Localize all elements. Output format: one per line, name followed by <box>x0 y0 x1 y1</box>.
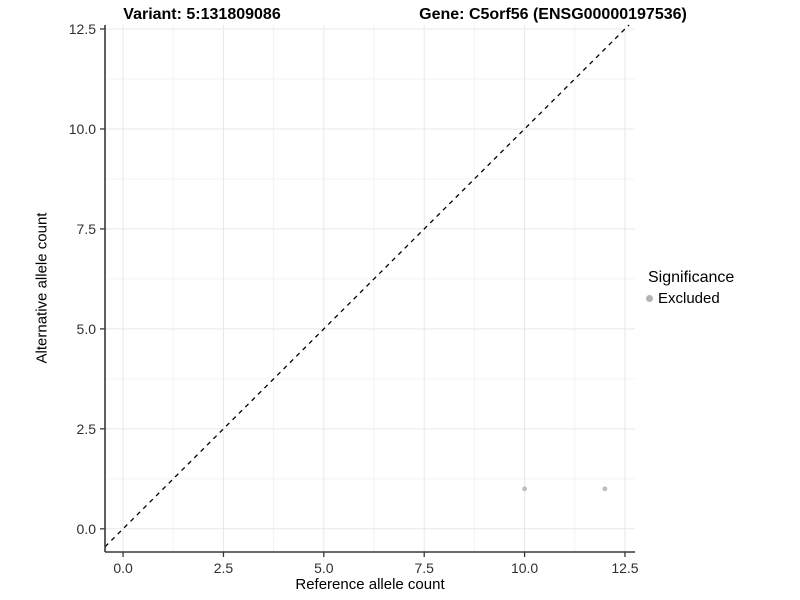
plot-title-gene: Gene: C5orf56 (ENSG00000197536) <box>419 6 687 23</box>
legend-point-marker-icon <box>646 295 653 302</box>
y-axis-title: Alternative allele count <box>33 212 51 364</box>
x-tick-label: 12.5 <box>611 560 638 576</box>
y-tick-label: 7.5 <box>77 221 97 237</box>
x-tick-label: 0.0 <box>113 560 133 576</box>
y-tick-label: 10.0 <box>69 121 96 137</box>
y-tick-label: 5.0 <box>77 321 97 337</box>
y-tick-label: 12.5 <box>69 21 96 37</box>
legend-item-excluded: Excluded <box>646 290 734 307</box>
x-tick-label: 7.5 <box>414 560 434 576</box>
legend: Significance Excluded <box>646 269 734 307</box>
data-point <box>602 486 608 492</box>
identity-line <box>104 24 630 548</box>
legend-item-label: Excluded <box>658 290 720 307</box>
data-point <box>522 486 527 492</box>
y-tick-label: 0.0 <box>77 521 97 537</box>
x-tick-label: 10.0 <box>511 560 538 576</box>
x-axis-title: Reference allele count <box>295 576 445 593</box>
x-tick-label: 2.5 <box>214 560 234 576</box>
x-tick-label: 5.0 <box>314 560 334 576</box>
legend-title: Significance <box>648 269 735 286</box>
plot-title-variant: Variant: 5:131809086 <box>123 6 281 23</box>
y-tick-label: 2.5 <box>77 421 97 437</box>
